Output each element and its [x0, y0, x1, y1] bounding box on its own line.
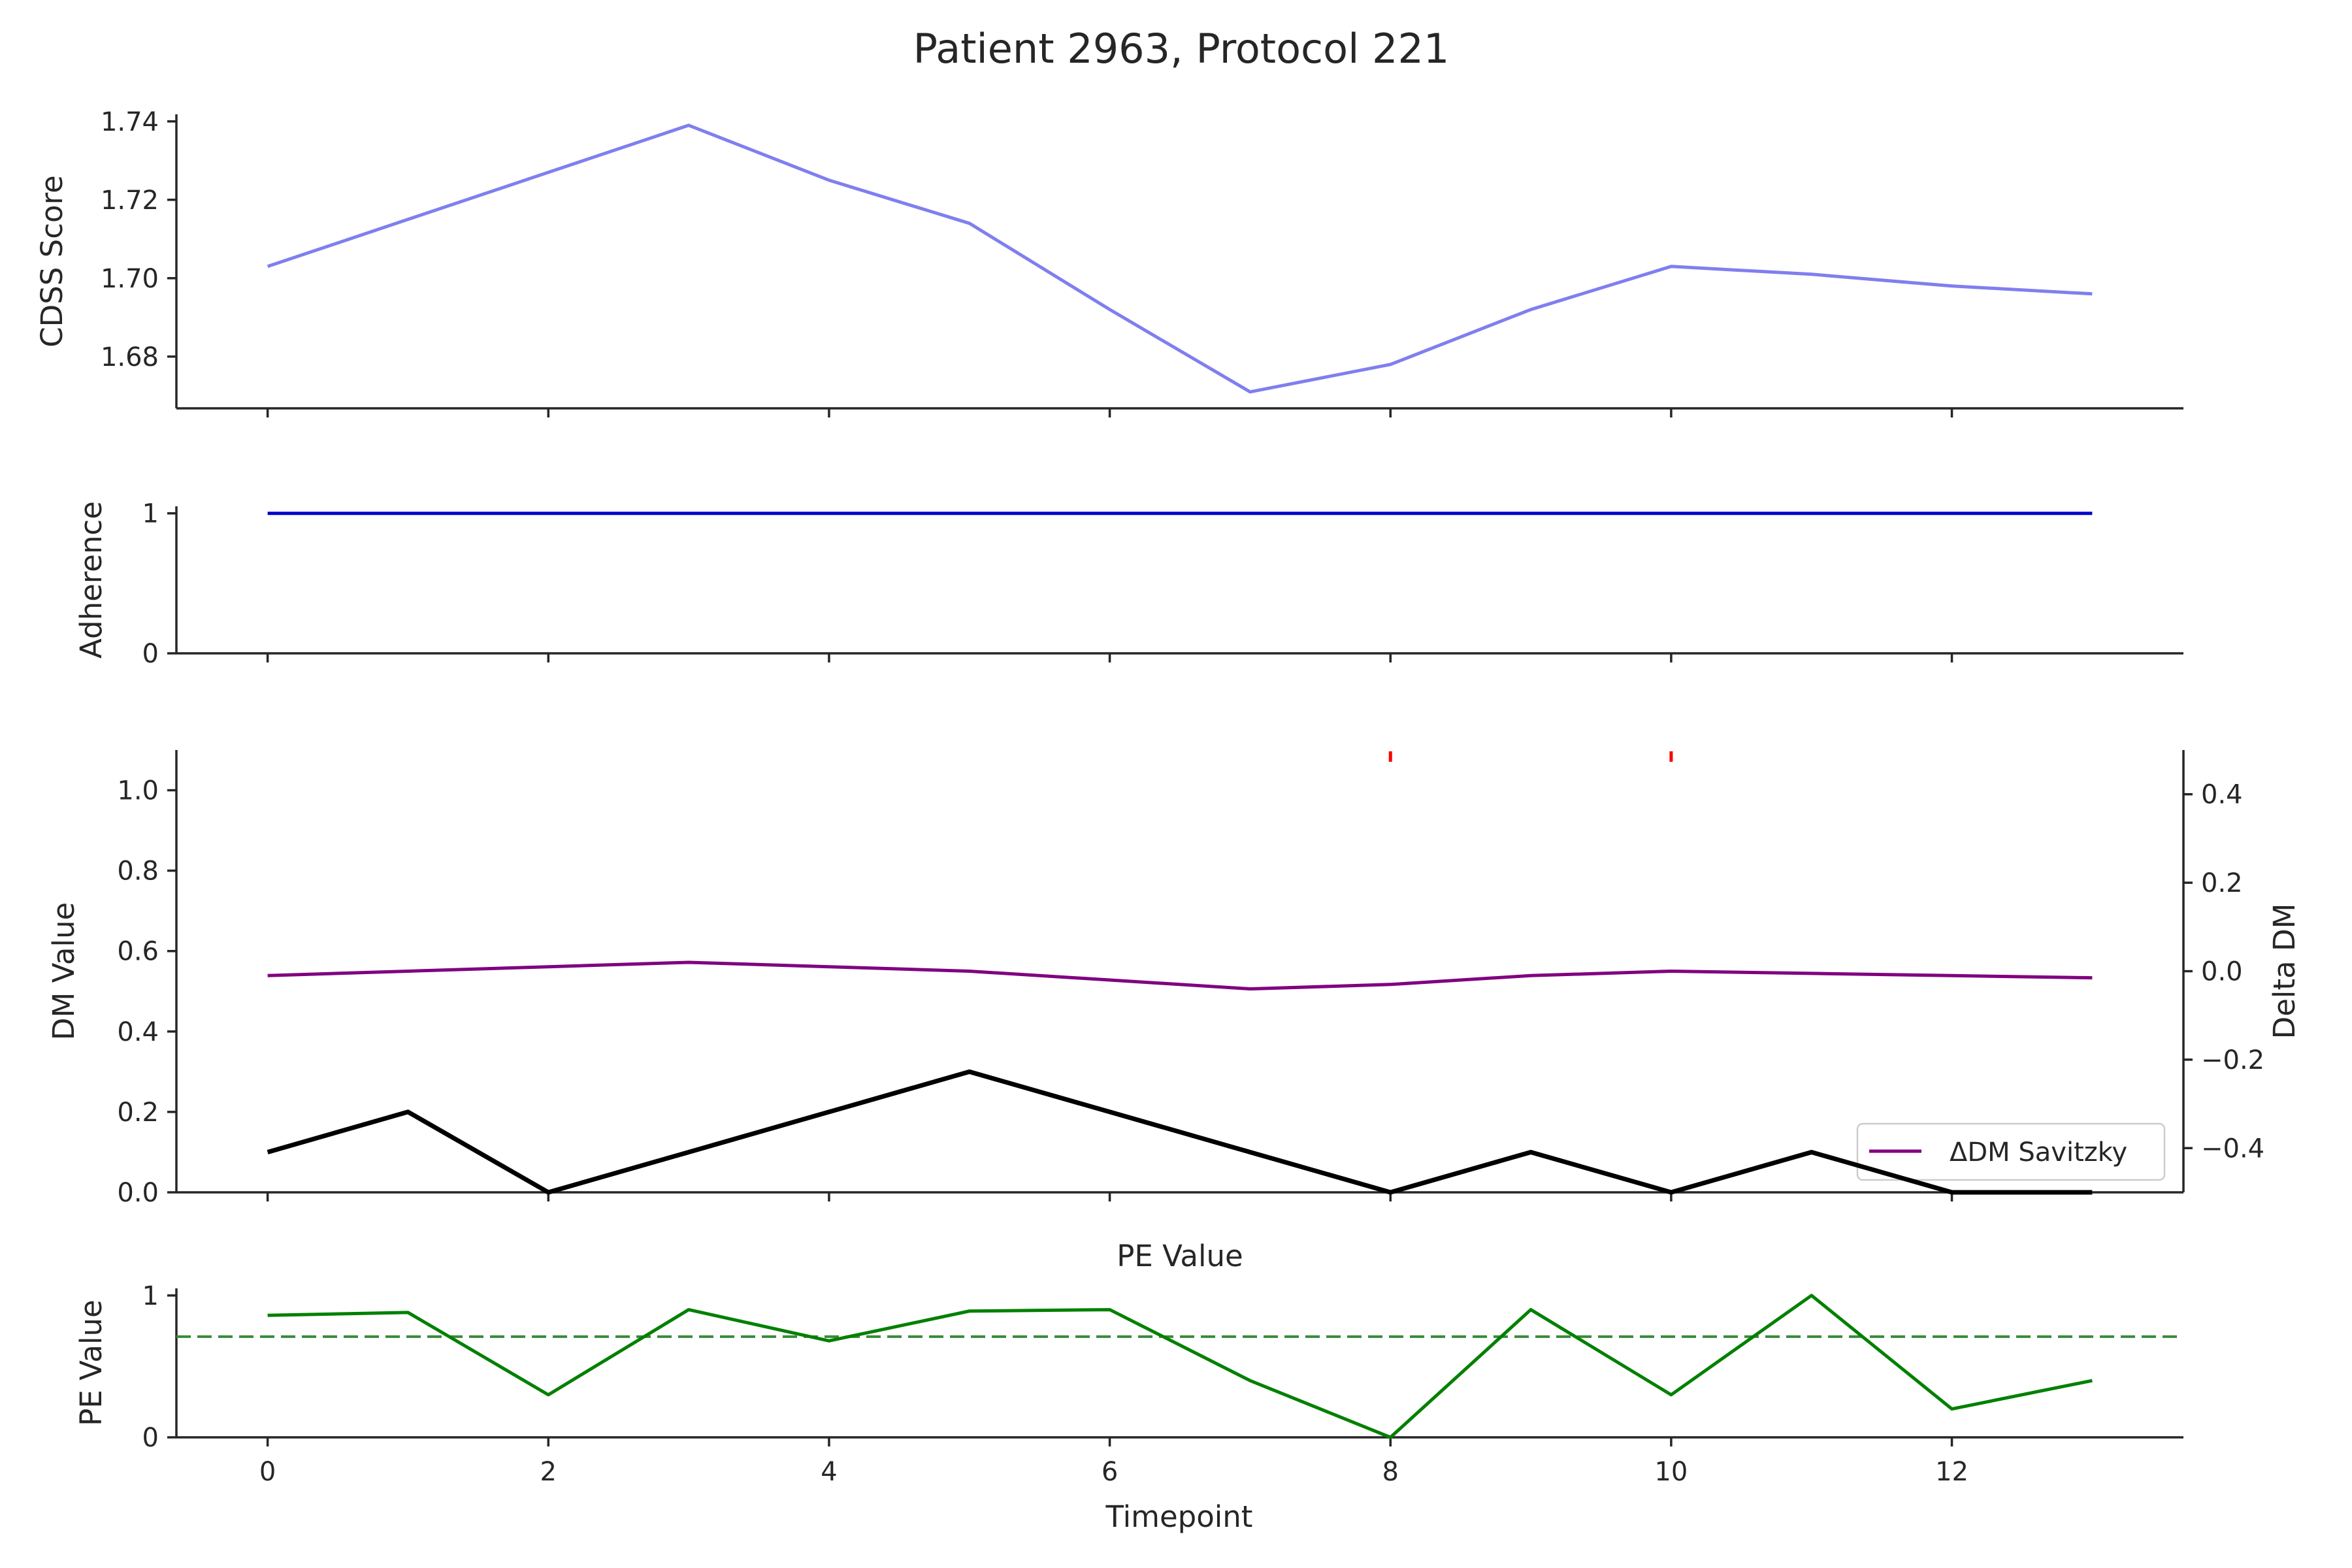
panel-2: 0 1 Adherence	[74, 499, 2183, 669]
y-tick-label: 0.0	[117, 1178, 159, 1208]
x-tick-label: 4	[821, 1457, 837, 1487]
chart-title: Patient 2963, Protocol 221	[913, 25, 1450, 73]
y2-axis-label: Delta DM	[2267, 904, 2302, 1039]
legend-box	[1856, 1122, 2166, 1181]
x-tick-label: 2	[540, 1457, 557, 1487]
y-tick-label: 0.8	[117, 857, 159, 887]
x-tick-label: 0	[259, 1457, 276, 1487]
x-axis-label: Timepoint	[1105, 1499, 1253, 1534]
y-tick-label: 0.4	[117, 1017, 159, 1047]
legend-label: ΔDM Savitzky	[1950, 1137, 2127, 1168]
series-line	[267, 1069, 2093, 1195]
y2-tick-label: −0.2	[2201, 1045, 2264, 1075]
y-tick-label: 1.74	[101, 107, 159, 137]
y-tick-label: 0.6	[117, 937, 159, 967]
y2-tick-label: 0.4	[2201, 780, 2243, 810]
y-tick-label: 1.70	[101, 264, 159, 294]
y2-tick-label: 0.0	[2201, 957, 2243, 987]
y-axis-label: PE Value	[74, 1299, 108, 1426]
y-tick-label: 1.0	[117, 776, 159, 806]
y-tick-label: 1	[142, 499, 159, 529]
y-tick-label: 1.72	[101, 186, 159, 216]
series-line-delta-dm	[267, 960, 2093, 991]
y-tick-label: 1	[142, 1281, 159, 1311]
x-tick-label: 8	[1382, 1457, 1399, 1487]
x-tick-label: 12	[1935, 1457, 1968, 1487]
y-axis-label: CDSS Score	[35, 175, 69, 348]
chart-panels: 1.68 1.70 1.72 1.74 CDSS Score 0 1 Adherence 0.0…	[35, 107, 2302, 1487]
y2-tick-label: −0.4	[2201, 1134, 2264, 1164]
x-tick-label: 10	[1654, 1457, 1688, 1487]
y-tick-label: 0	[142, 639, 159, 669]
series-line	[267, 1294, 2093, 1439]
series-line	[267, 123, 2093, 394]
x-tick-label: 6	[1102, 1457, 1118, 1487]
y2-tick-label: 0.2	[2201, 868, 2243, 898]
y-tick-label: 0	[142, 1423, 159, 1453]
panel-1: 1.68 1.70 1.72 1.74 CDSS Score	[35, 107, 2183, 417]
y-tick-label: 0.2	[117, 1098, 159, 1128]
legend: ΔDM Savitzky	[1856, 1122, 2166, 1181]
panel-title: PE Value	[1117, 1239, 1243, 1273]
panel-3: 0.0 0.2 0.4 0.6 0.8 1.0 DM Value −0.4 −0.2 0.0 0.2…	[46, 750, 2302, 1208]
y-axis-label: DM Value	[46, 902, 81, 1040]
y-axis-label: Adherence	[74, 501, 108, 659]
y-tick-label: 1.68	[101, 342, 159, 372]
